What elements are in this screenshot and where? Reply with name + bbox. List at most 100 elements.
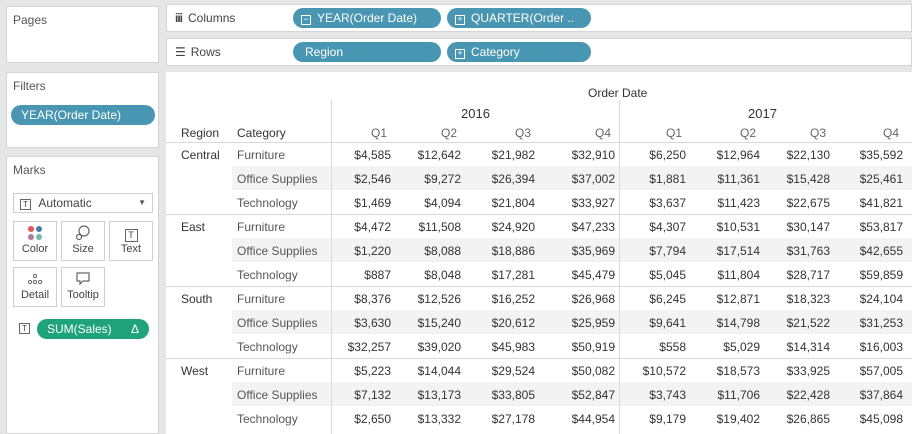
measure-pill-sum-sales[interactable]: SUM(Sales) Δ (37, 319, 149, 339)
sales-cell[interactable]: $29,524 (491, 364, 535, 378)
sales-cell[interactable]: $11,508 (418, 220, 462, 234)
sales-cell[interactable]: $558 (659, 340, 686, 354)
sales-cell[interactable]: $13,173 (417, 388, 461, 402)
sales-cell[interactable]: $10,531 (716, 220, 760, 234)
sales-cell[interactable]: $16,252 (491, 292, 535, 306)
sales-cell[interactable]: $47,233 (571, 220, 615, 234)
sales-cell[interactable]: $12,871 (716, 292, 760, 306)
text-button[interactable]: T Text (109, 221, 153, 261)
sales-cell[interactable]: $42,655 (859, 244, 903, 258)
columns-pill-quarter-order-date[interactable]: + QUARTER(Order .. (447, 8, 591, 28)
sales-cell[interactable]: $4,094 (424, 196, 461, 210)
sales-cell[interactable]: $41,821 (859, 196, 903, 210)
sales-cell[interactable]: $35,592 (859, 148, 903, 162)
sales-cell[interactable]: $12,642 (417, 148, 461, 162)
sales-cell[interactable]: $25,959 (571, 316, 615, 330)
sales-cell[interactable]: $9,272 (424, 172, 461, 186)
category-label[interactable]: Technology (237, 268, 298, 282)
sales-cell[interactable]: $7,132 (354, 388, 391, 402)
sales-cell[interactable]: $15,240 (417, 316, 461, 330)
sales-cell[interactable]: $53,817 (859, 220, 903, 234)
sales-cell[interactable]: $30,147 (786, 220, 830, 234)
sales-cell[interactable]: $1,469 (354, 196, 391, 210)
sales-cell[interactable]: $26,394 (491, 172, 535, 186)
sales-cell[interactable]: $50,082 (571, 364, 615, 378)
sales-cell[interactable]: $44,954 (571, 412, 615, 426)
sales-cell[interactable]: $33,925 (786, 364, 830, 378)
sales-cell[interactable]: $2,546 (354, 172, 391, 186)
sales-cell[interactable]: $32,257 (347, 340, 391, 354)
size-button[interactable]: Size (61, 221, 105, 261)
sales-cell[interactable]: $17,514 (716, 244, 760, 258)
category-label[interactable]: Technology (237, 340, 298, 354)
sales-cell[interactable]: $33,805 (491, 388, 535, 402)
sales-cell[interactable]: $8,376 (354, 292, 391, 306)
sales-cell[interactable]: $24,104 (859, 292, 903, 306)
sales-cell[interactable]: $3,637 (649, 196, 686, 210)
sales-cell[interactable]: $19,402 (716, 412, 760, 426)
category-label[interactable]: Technology (237, 412, 298, 426)
sales-cell[interactable]: $22,675 (786, 196, 830, 210)
sales-cell[interactable]: $39,020 (417, 340, 461, 354)
sales-cell[interactable]: $18,886 (491, 244, 535, 258)
sales-cell[interactable]: $887 (364, 268, 391, 282)
sales-cell[interactable]: $45,479 (571, 268, 615, 282)
sales-cell[interactable]: $27,178 (491, 412, 535, 426)
sales-cell[interactable]: $13,332 (417, 412, 461, 426)
category-label[interactable]: Office Supplies (237, 172, 318, 186)
sales-cell[interactable]: $45,983 (491, 340, 535, 354)
sales-cell[interactable]: $2,650 (354, 412, 391, 426)
category-label[interactable]: Furniture (237, 220, 286, 234)
sales-cell[interactable]: $21,804 (491, 196, 535, 210)
sales-cell[interactable]: $18,573 (716, 364, 760, 378)
region-label[interactable]: South (181, 292, 213, 306)
sales-cell[interactable]: $15,428 (786, 172, 830, 186)
sales-cell[interactable]: $31,763 (786, 244, 830, 258)
sales-cell[interactable]: $14,798 (716, 316, 760, 330)
sales-cell[interactable]: $22,130 (786, 148, 830, 162)
sales-cell[interactable]: $16,003 (859, 340, 903, 354)
filter-pill-year-order-date[interactable]: YEAR(Order Date) (11, 105, 155, 125)
sales-cell[interactable]: $3,743 (649, 388, 686, 402)
sales-cell[interactable]: $6,245 (649, 292, 686, 306)
sales-cell[interactable]: $25,461 (859, 172, 903, 186)
sales-cell[interactable]: $37,002 (571, 172, 615, 186)
category-label[interactable]: Office Supplies (237, 316, 318, 330)
tooltip-button[interactable]: Tooltip (61, 267, 105, 307)
sales-cell[interactable]: $1,220 (354, 244, 391, 258)
sales-cell[interactable]: $20,612 (491, 316, 535, 330)
category-label[interactable]: Office Supplies (237, 388, 318, 402)
color-button[interactable]: Color (13, 221, 57, 261)
sales-cell[interactable]: $32,910 (571, 148, 615, 162)
sales-cell[interactable]: $26,865 (786, 412, 830, 426)
sales-cell[interactable]: $45,098 (859, 412, 903, 426)
sales-cell[interactable]: $14,044 (417, 364, 461, 378)
sales-cell[interactable]: $22,428 (786, 388, 830, 402)
sales-cell[interactable]: $4,307 (649, 220, 686, 234)
sales-cell[interactable]: $5,029 (723, 340, 760, 354)
sales-cell[interactable]: $3,630 (354, 316, 391, 330)
sales-cell[interactable]: $28,717 (786, 268, 830, 282)
sales-cell[interactable]: $12,526 (417, 292, 461, 306)
sales-cell[interactable]: $24,920 (491, 220, 535, 234)
sales-cell[interactable]: $4,585 (354, 148, 391, 162)
detail-button[interactable]: Detail (13, 267, 57, 307)
sales-cell[interactable]: $26,968 (571, 292, 615, 306)
sales-cell[interactable]: $10,572 (642, 364, 686, 378)
sales-cell[interactable]: $5,045 (649, 268, 686, 282)
sales-cell[interactable]: $14,314 (786, 340, 830, 354)
category-label[interactable]: Furniture (237, 364, 286, 378)
sales-cell[interactable]: $37,864 (859, 388, 903, 402)
sales-cell[interactable]: $21,982 (491, 148, 535, 162)
sales-cell[interactable]: $59,859 (859, 268, 903, 282)
region-label[interactable]: West (181, 364, 209, 378)
sales-cell[interactable]: $9,179 (649, 412, 686, 426)
region-label[interactable]: East (181, 220, 206, 234)
crosstab-view[interactable]: Order Date 2016 2017 Q1 Q2 Q3 Q4 Q1 Q2 Q3 Q4 Region… (166, 72, 912, 434)
sales-cell[interactable]: $18,323 (786, 292, 830, 306)
sales-cell[interactable]: $21,522 (786, 316, 830, 330)
mark-type-dropdown[interactable]: T Automatic ▼ (13, 193, 153, 213)
category-label[interactable]: Furniture (237, 148, 286, 162)
sales-cell[interactable]: $31,253 (859, 316, 903, 330)
sales-cell[interactable]: $11,423 (717, 196, 761, 210)
